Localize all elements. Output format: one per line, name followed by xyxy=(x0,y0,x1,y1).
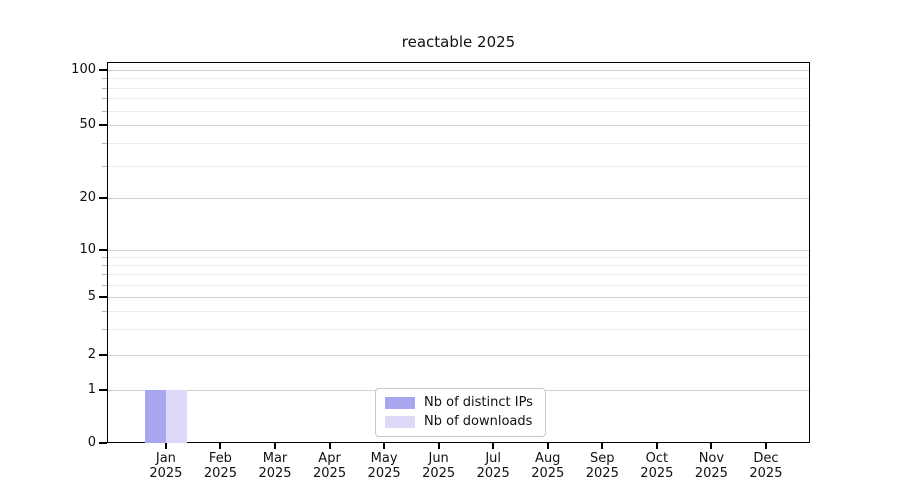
y-minor-tick-mark xyxy=(102,311,107,312)
x-tick-mark xyxy=(710,443,713,449)
legend-label-downloads: Nb of downloads xyxy=(424,414,533,429)
y-tick-label: 1 xyxy=(87,382,96,397)
minor-gridline xyxy=(108,88,809,89)
x-tick-mark xyxy=(274,443,276,449)
legend-item-downloads: Nb of downloads xyxy=(385,414,536,430)
x-tick-label: Jun 2025 xyxy=(422,451,456,481)
x-tick-label: Nov 2025 xyxy=(694,451,728,481)
legend-swatch-downloads xyxy=(385,416,415,428)
y-tick-label: 100 xyxy=(71,62,96,77)
minor-gridline xyxy=(108,78,809,79)
minor-gridline xyxy=(108,265,809,266)
x-tick-label: Aug 2025 xyxy=(531,451,565,481)
y-minor-tick-mark xyxy=(102,257,107,258)
plot-area xyxy=(107,62,810,443)
y-minor-tick-mark xyxy=(102,88,107,89)
minor-gridline xyxy=(108,274,809,275)
y-tick-label: 0 xyxy=(87,435,96,450)
major-gridline xyxy=(108,125,809,126)
x-tick-label: Jul 2025 xyxy=(476,451,510,481)
legend-item-distinct-ips: Nb of distinct IPs xyxy=(385,395,536,411)
x-tick-label: Sep 2025 xyxy=(585,451,619,481)
y-tick-mark xyxy=(99,442,107,444)
y-minor-tick-mark xyxy=(102,265,107,266)
x-tick-mark xyxy=(601,443,604,449)
minor-gridline xyxy=(108,166,809,167)
minor-gridline xyxy=(108,98,809,99)
y-minor-tick-mark xyxy=(102,329,107,330)
minor-gridline xyxy=(108,311,809,312)
minor-gridline xyxy=(108,329,809,330)
y-minor-tick-mark xyxy=(102,111,107,112)
y-tick-label: 50 xyxy=(79,117,96,132)
y-tick-mark xyxy=(99,296,107,298)
minor-gridline xyxy=(108,143,809,144)
x-tick-mark xyxy=(492,443,495,449)
y-tick-mark xyxy=(99,389,107,391)
x-tick-label: Mar 2025 xyxy=(258,451,292,481)
y-tick-label: 20 xyxy=(79,190,96,205)
y-tick-label: 5 xyxy=(87,289,96,304)
x-tick-mark xyxy=(328,443,331,449)
y-minor-tick-mark xyxy=(102,98,107,99)
y-tick-label: 10 xyxy=(79,242,96,257)
minor-gridline xyxy=(108,257,809,258)
x-tick-mark xyxy=(437,443,440,449)
x-tick-label: Feb 2025 xyxy=(203,451,237,481)
y-minor-tick-mark xyxy=(102,166,107,167)
x-tick-mark xyxy=(383,443,386,449)
y-tick-mark xyxy=(99,197,107,199)
y-tick-label: 2 xyxy=(87,347,96,362)
x-tick-mark xyxy=(764,443,767,449)
minor-gridline xyxy=(108,285,809,286)
x-tick-mark xyxy=(546,443,549,449)
x-tick-label: Apr 2025 xyxy=(313,451,347,481)
x-tick-label: Oct 2025 xyxy=(640,451,674,481)
major-gridline xyxy=(108,198,809,199)
y-tick-mark xyxy=(99,249,107,251)
y-minor-tick-mark xyxy=(102,285,107,286)
major-gridline xyxy=(108,70,809,71)
x-tick-mark xyxy=(164,443,167,449)
x-tick-label: May 2025 xyxy=(367,451,401,481)
y-tick-mark xyxy=(99,124,107,126)
major-gridline xyxy=(108,355,809,356)
y-tick-mark xyxy=(99,354,107,356)
legend: Nb of distinct IPs Nb of downloads xyxy=(375,388,546,437)
bar-downloads xyxy=(165,390,187,443)
y-minor-tick-mark xyxy=(102,78,107,79)
legend-label-distinct-ips: Nb of distinct IPs xyxy=(424,395,533,410)
y-minor-tick-mark xyxy=(102,143,107,144)
x-tick-mark xyxy=(219,443,222,449)
chart-title: reactable 2025 xyxy=(401,33,516,51)
x-tick-mark xyxy=(655,443,658,449)
bar-distinct-ips xyxy=(144,390,166,443)
x-tick-label: Jan 2025 xyxy=(149,451,183,481)
x-tick-label: Dec 2025 xyxy=(749,451,783,481)
major-gridline xyxy=(108,297,809,298)
minor-gridline xyxy=(108,111,809,112)
legend-swatch-distinct-ips xyxy=(385,397,415,409)
major-gridline xyxy=(108,250,809,251)
y-tick-mark xyxy=(99,69,107,71)
y-minor-tick-mark xyxy=(102,274,107,275)
